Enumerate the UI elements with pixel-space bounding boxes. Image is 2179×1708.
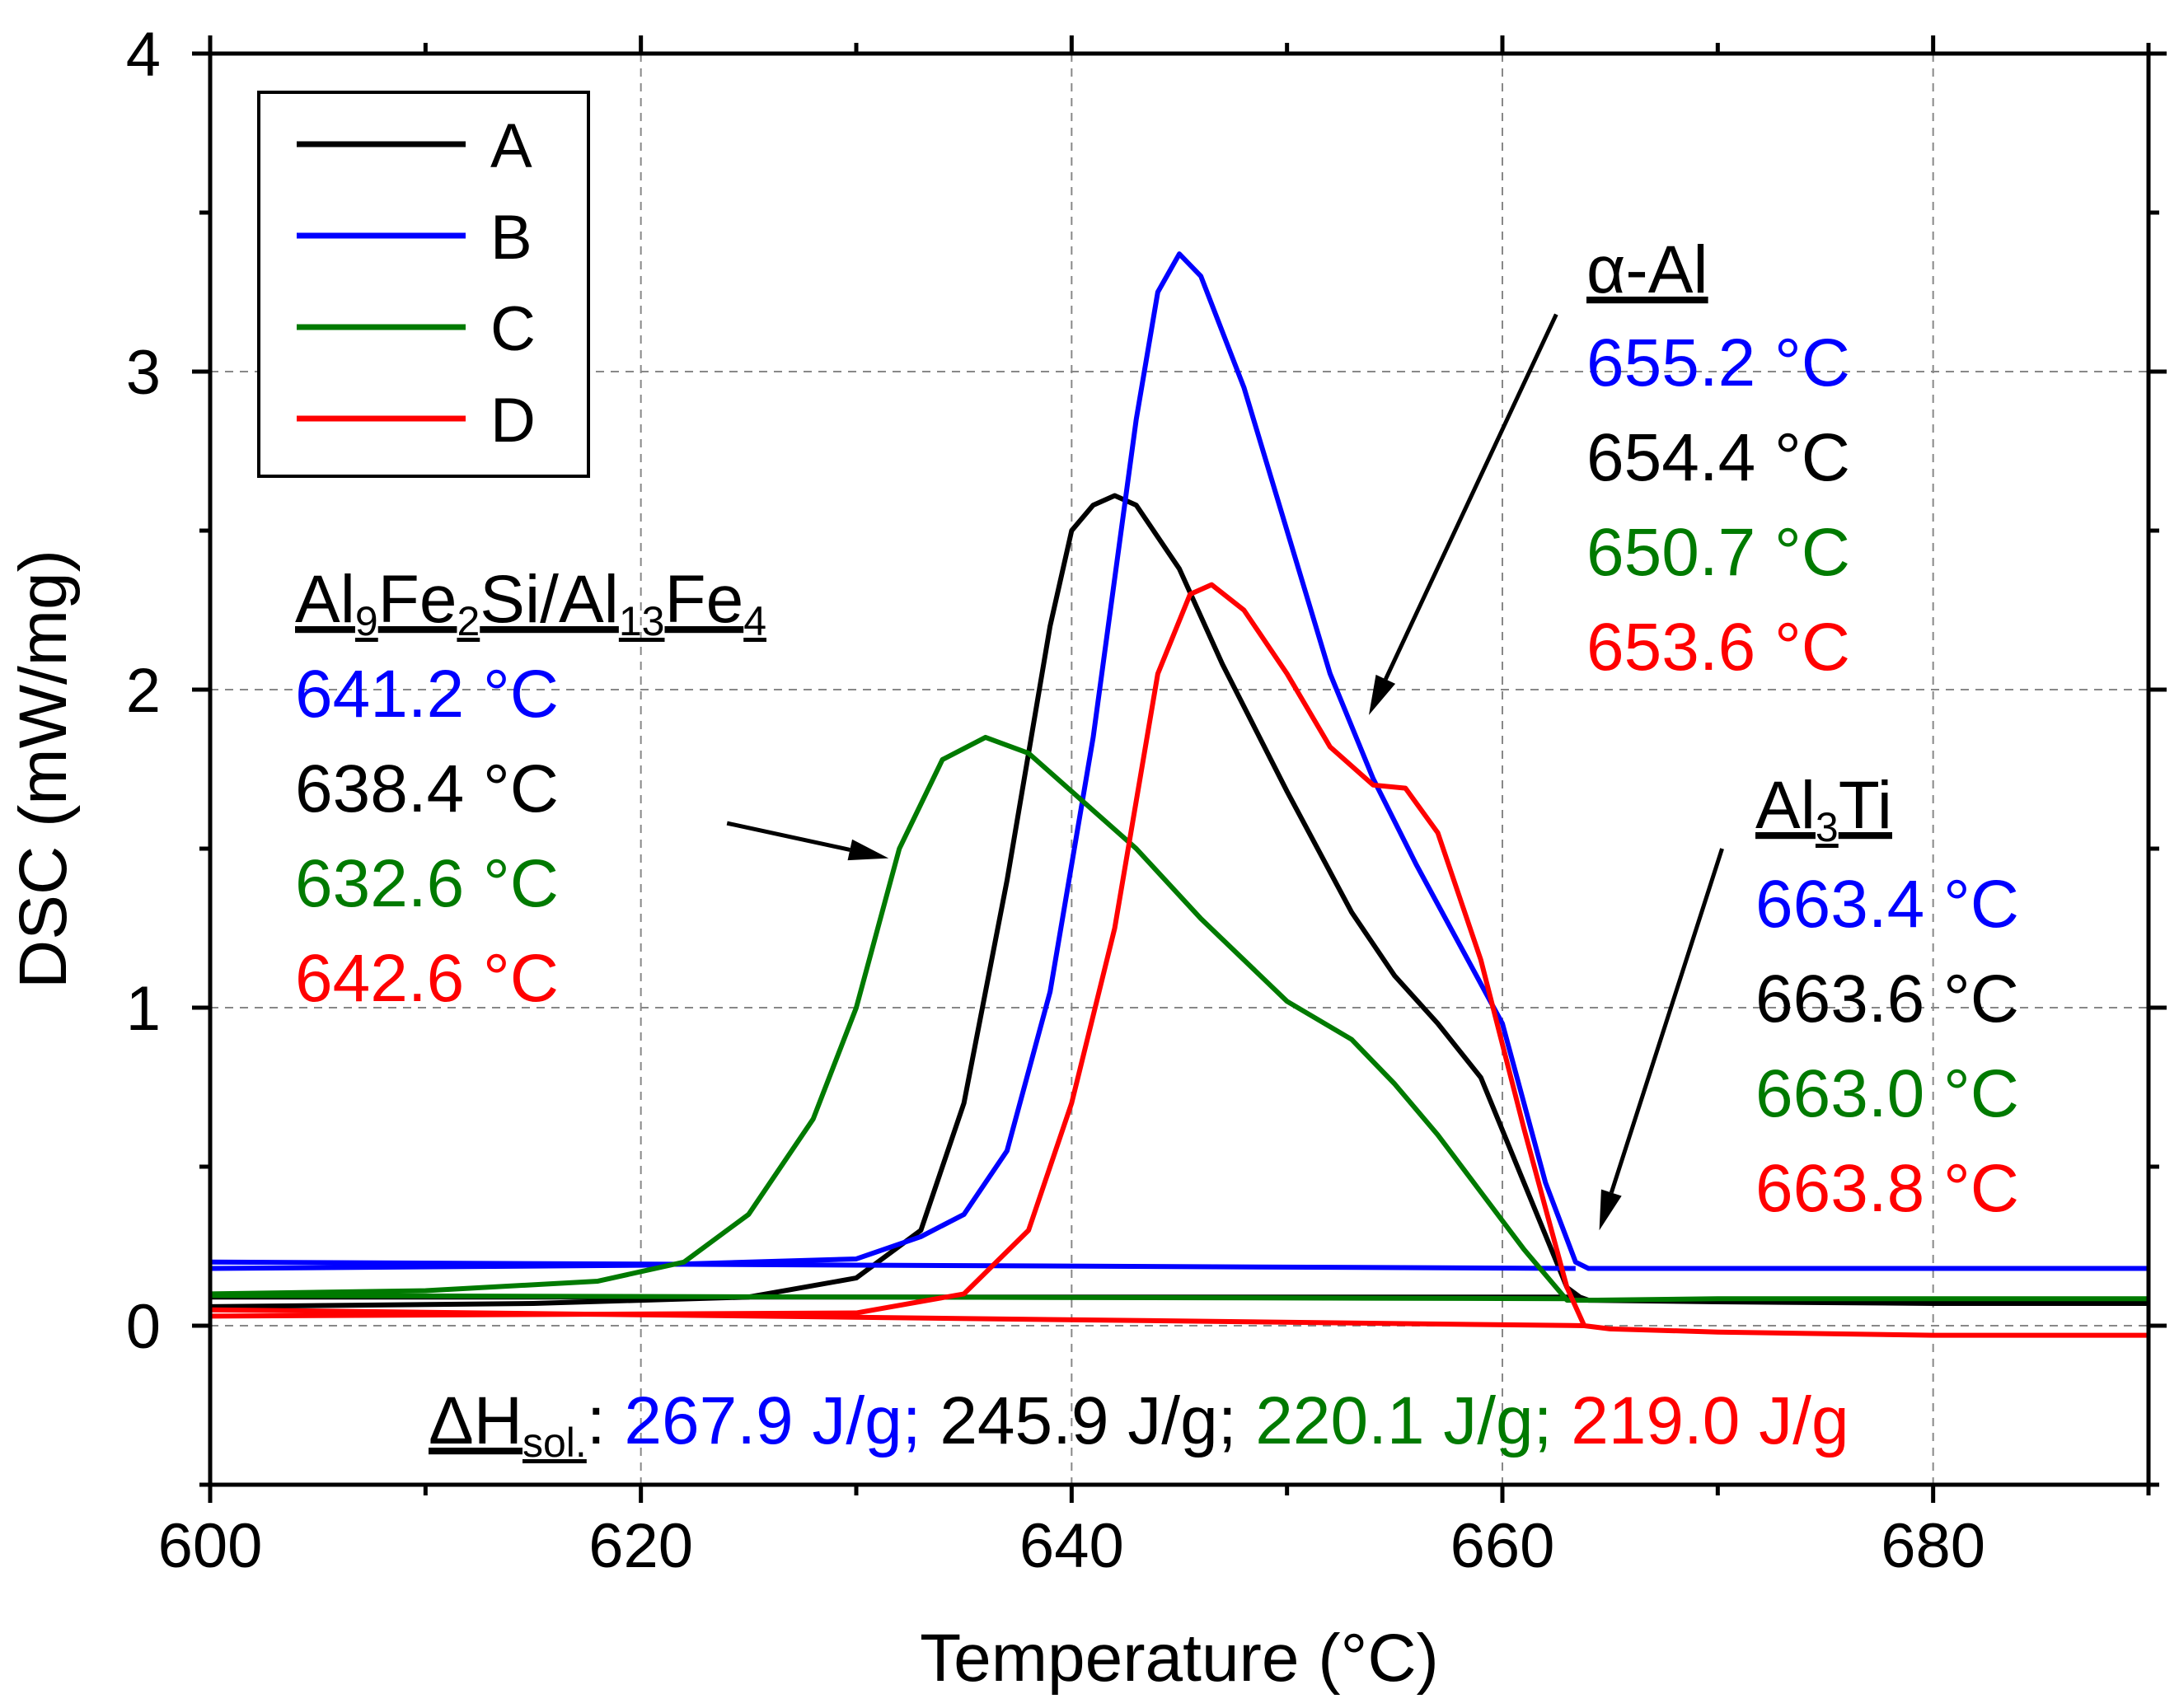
series-c-baseline: [209, 1293, 1567, 1302]
y-tick-label: 1: [126, 974, 161, 1044]
x-tick-label: 680: [1881, 1511, 1985, 1581]
phase3-title: Al3Ti: [1755, 768, 1892, 850]
phase1-arrow-head: [847, 839, 889, 861]
phase1-title-part: 9: [355, 598, 378, 644]
phase1-title-part: Al: [295, 562, 355, 637]
x-tick-label: 620: [588, 1511, 693, 1581]
series-b-baseline: [209, 1259, 1576, 1271]
legend-label-c: C: [490, 294, 536, 364]
y-tick-label: 0: [126, 1292, 161, 1362]
phase2-arrow-head: [1368, 674, 1396, 715]
series-b-line: [209, 251, 2149, 1271]
enthalpy-subscript: sol.: [522, 1420, 587, 1466]
phase3-title-part: 3: [1816, 804, 1839, 850]
phase3-title-part: Ti: [1839, 768, 1892, 843]
x-axis-title: Temperature (°C): [920, 1621, 1439, 1696]
series-d-line: [209, 582, 2149, 1338]
enthalpy-value: 219.0 J/g: [1552, 1383, 1849, 1458]
phase3-value: 663.0 °C: [1755, 1056, 2019, 1131]
y-tick-label: 3: [126, 338, 161, 408]
series-d-baseline: [209, 1307, 1585, 1328]
phase1-title-part: Fe: [664, 562, 743, 637]
x-tick-label: 640: [1019, 1511, 1124, 1581]
phase1-value: 638.4 °C: [295, 751, 559, 826]
y-axis-title: DSC (mW/mg): [6, 550, 81, 989]
phase3-title-part: Al: [1755, 768, 1816, 843]
x-tick-label: 660: [1450, 1511, 1555, 1581]
grid: [210, 54, 2149, 1485]
phase1-value: 642.6 °C: [295, 941, 559, 1016]
tick-labels: 600 620 640 660 680 0 1 2 3 4: [126, 20, 1985, 1581]
phase1-value: 641.2 °C: [295, 657, 559, 732]
enthalpy-value: 220.1 J/g;: [1236, 1383, 1552, 1458]
enthalpy-value: 245.9 J/g;: [921, 1383, 1237, 1458]
phase3-value: 663.6 °C: [1755, 962, 2019, 1036]
x-tick-label: 600: [158, 1511, 263, 1581]
plot-frame: [208, 51, 2151, 1487]
phase3-arrow-shaft: [1609, 848, 1724, 1194]
phase2-value: 653.6 °C: [1586, 610, 1850, 685]
y-tick-label: 4: [126, 20, 161, 90]
phase3-value: 663.8 °C: [1755, 1151, 2019, 1226]
phase1-title: Al9Fe2Si/Al13Fe4: [295, 562, 766, 644]
phase1-value: 632.6 °C: [295, 846, 559, 921]
phase1-title-part: 2: [457, 598, 480, 644]
series-a-line: [209, 493, 2149, 1309]
ticks: [192, 35, 2167, 1503]
phase2-value: 654.4 °C: [1586, 420, 1850, 495]
curves: [209, 251, 2149, 1338]
phase1-arrow-shaft: [726, 821, 851, 852]
phase3-arrow-head: [1599, 1189, 1622, 1231]
enthalpy-value: 267.9 J/g;: [624, 1383, 921, 1458]
legend-label-d: D: [490, 386, 536, 456]
series-c-line: [209, 734, 2149, 1303]
phase1-title-part: Si/Al: [480, 562, 619, 637]
phase1-title-part: 13: [619, 598, 665, 644]
enthalpy-colon: :: [587, 1383, 625, 1458]
legend-box: [257, 91, 590, 478]
legend-label-a: A: [490, 111, 532, 181]
y-tick-label: 2: [126, 656, 161, 726]
phase2-title: α-Al: [1586, 232, 1708, 307]
phase3-value: 663.4 °C: [1755, 867, 2019, 942]
phase1-title-part: 4: [743, 598, 766, 644]
phase2-value: 650.7 °C: [1586, 515, 1850, 590]
enthalpy-line: ΔHsol.: 267.9 J/g; 245.9 J/g; 220.1 J/g;…: [429, 1383, 1849, 1466]
phase2-value: 655.2 °C: [1586, 325, 1850, 400]
phase1-title-part: Fe: [378, 562, 457, 637]
legend-label-b: B: [490, 203, 532, 273]
enthalpy-symbol: ΔH: [429, 1383, 522, 1458]
phase2-arrow-shaft: [1384, 313, 1558, 681]
